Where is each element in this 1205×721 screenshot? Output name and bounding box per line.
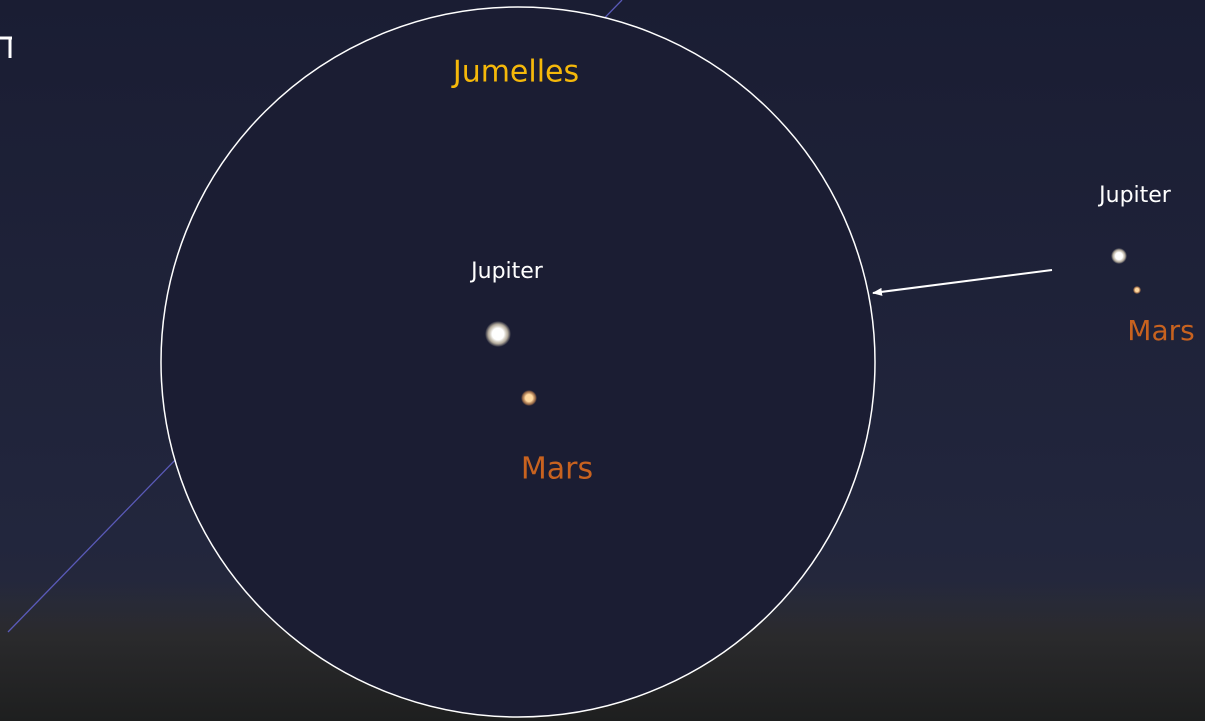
jupiter-label: Jupiter [1097, 183, 1172, 208]
mars-disk [521, 390, 537, 406]
binocular-title: Jumelles [451, 55, 579, 90]
sky-scene: Jumelles Jupiter Mars Jupiter Mars [0, 0, 1205, 721]
jupiter-dot [1111, 248, 1127, 264]
mars-label: Mars [1127, 314, 1194, 347]
mars-dot [1133, 286, 1141, 294]
page: {"binocular_view": {"title": "Jumelles",… [0, 0, 1205, 721]
jupiter-label: Jupiter [469, 259, 544, 284]
binocular-field [161, 7, 875, 717]
jupiter-disk [485, 321, 511, 347]
mars-label: Mars [521, 452, 593, 487]
